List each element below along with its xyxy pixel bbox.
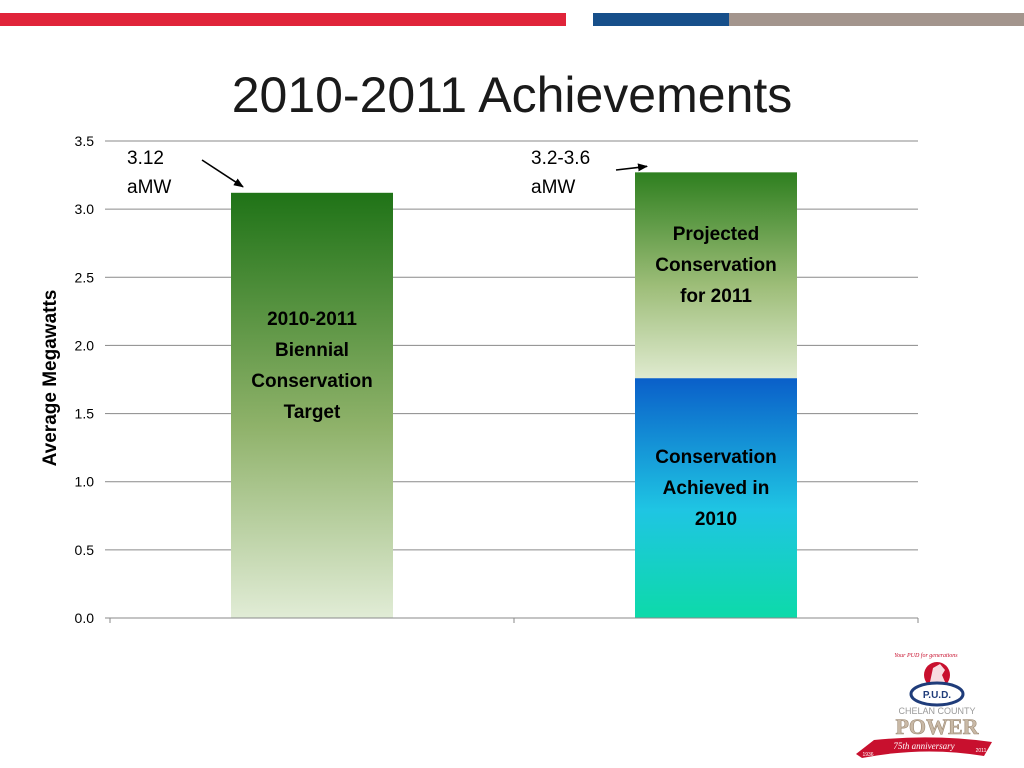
- bar-annotation: 3.12 aMW: [127, 148, 171, 198]
- y-tick-label: 3.0: [75, 201, 95, 217]
- y-tick-label: 1.5: [75, 406, 95, 422]
- bar-segment-projected: [635, 172, 797, 379]
- bar-annotation: 3.2-3.6 aMW: [531, 148, 590, 198]
- annotation-arrow: [615, 163, 648, 172]
- y-tick-label: 1.0: [75, 474, 95, 490]
- y-axis-ticks: 0.0 0.5 1.0 1.5 2.0 2.5 3.0 3.5: [75, 133, 110, 626]
- logo-wordmark: POWER: [895, 714, 979, 739]
- y-tick-label: 2.5: [75, 269, 95, 285]
- header-stripe-grey: [729, 13, 1024, 26]
- logo-year-start: 1936: [862, 752, 873, 758]
- y-tick-label: 0.5: [75, 542, 95, 558]
- bar-segment-label: 2010-2011 Biennial Conservation Target: [251, 309, 372, 423]
- logo-top-text: Your PUD for generations: [894, 652, 958, 659]
- logo-ribbon-text: 75th anniversary: [893, 741, 954, 751]
- header-stripe-red: [0, 13, 566, 26]
- bar-segment-label: Projected Conservation for 2011: [655, 224, 776, 307]
- logo-badge: P.U.D.: [923, 690, 951, 701]
- chelan-pud-power-logo: Your PUD for generations P.U.D. CHELAN C…: [856, 652, 992, 758]
- header-stripe-blue: [593, 13, 729, 26]
- slide-title: 2010-2011 Achievements: [231, 67, 793, 123]
- annotation-arrow: [201, 159, 244, 188]
- anniversary-ribbon: [856, 737, 992, 758]
- logo-org: CHELAN COUNTY: [898, 706, 975, 716]
- bars: 2010-2011 Biennial Conservation Target Conse…: [231, 172, 797, 618]
- bar-segment-target: [231, 192, 393, 618]
- y-tick-label: 3.5: [75, 133, 95, 149]
- logo-year-end: 2011: [976, 748, 987, 754]
- bar-segment-label: Conservation Achieved in 2010: [655, 447, 776, 530]
- bar-chart: 0.0 0.5 1.0 1.5 2.0 2.5 3.0 3.5 2010-2011 Bienni…: [40, 133, 919, 626]
- y-tick-label: 2.0: [75, 337, 95, 353]
- y-axis-label: Average Megawatts: [40, 290, 61, 467]
- bar-segment-achieved: [635, 378, 797, 618]
- y-tick-label: 0.0: [75, 610, 95, 626]
- annotations: 3.12 aMW 3.2-3.6 aMW: [127, 148, 648, 198]
